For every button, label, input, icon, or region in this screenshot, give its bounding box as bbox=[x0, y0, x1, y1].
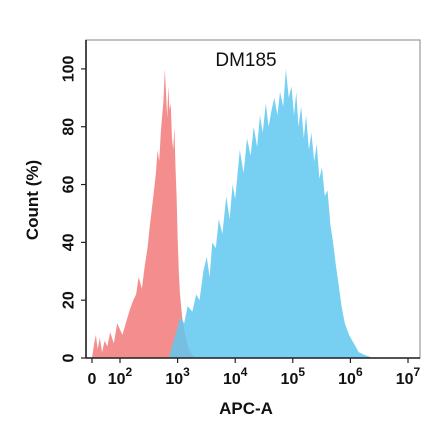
y-tick-label: 60 bbox=[61, 176, 78, 194]
x-tick-label: 104 bbox=[223, 365, 248, 388]
y-tick-label: 80 bbox=[61, 118, 78, 136]
x-tick-label: 103 bbox=[165, 365, 190, 388]
x-tick-label: 105 bbox=[281, 365, 306, 388]
chart-title: DM185 bbox=[215, 50, 276, 71]
y-axis-ticks: 0 20 40 60 80 100 bbox=[61, 55, 86, 362]
histogram-areas bbox=[92, 68, 374, 359]
y-tick-label: 40 bbox=[61, 233, 78, 251]
y-tick-label: 100 bbox=[61, 55, 78, 82]
x-axis-title: APC-A bbox=[219, 399, 273, 418]
x-tick-label: 0 bbox=[88, 371, 97, 388]
y-tick-label: 0 bbox=[61, 353, 78, 362]
histogram-series-1 bbox=[168, 68, 374, 359]
x-tick-label: 106 bbox=[338, 365, 363, 388]
y-tick-label: 20 bbox=[61, 291, 78, 309]
x-tick-label: 107 bbox=[396, 365, 421, 388]
x-tick-label: 102 bbox=[108, 365, 133, 388]
x-axis-ticks: 0 102 103 104 105 106 107 bbox=[88, 358, 421, 388]
y-axis-title: Count (%) bbox=[23, 160, 42, 240]
histogram-series-0 bbox=[92, 68, 198, 359]
